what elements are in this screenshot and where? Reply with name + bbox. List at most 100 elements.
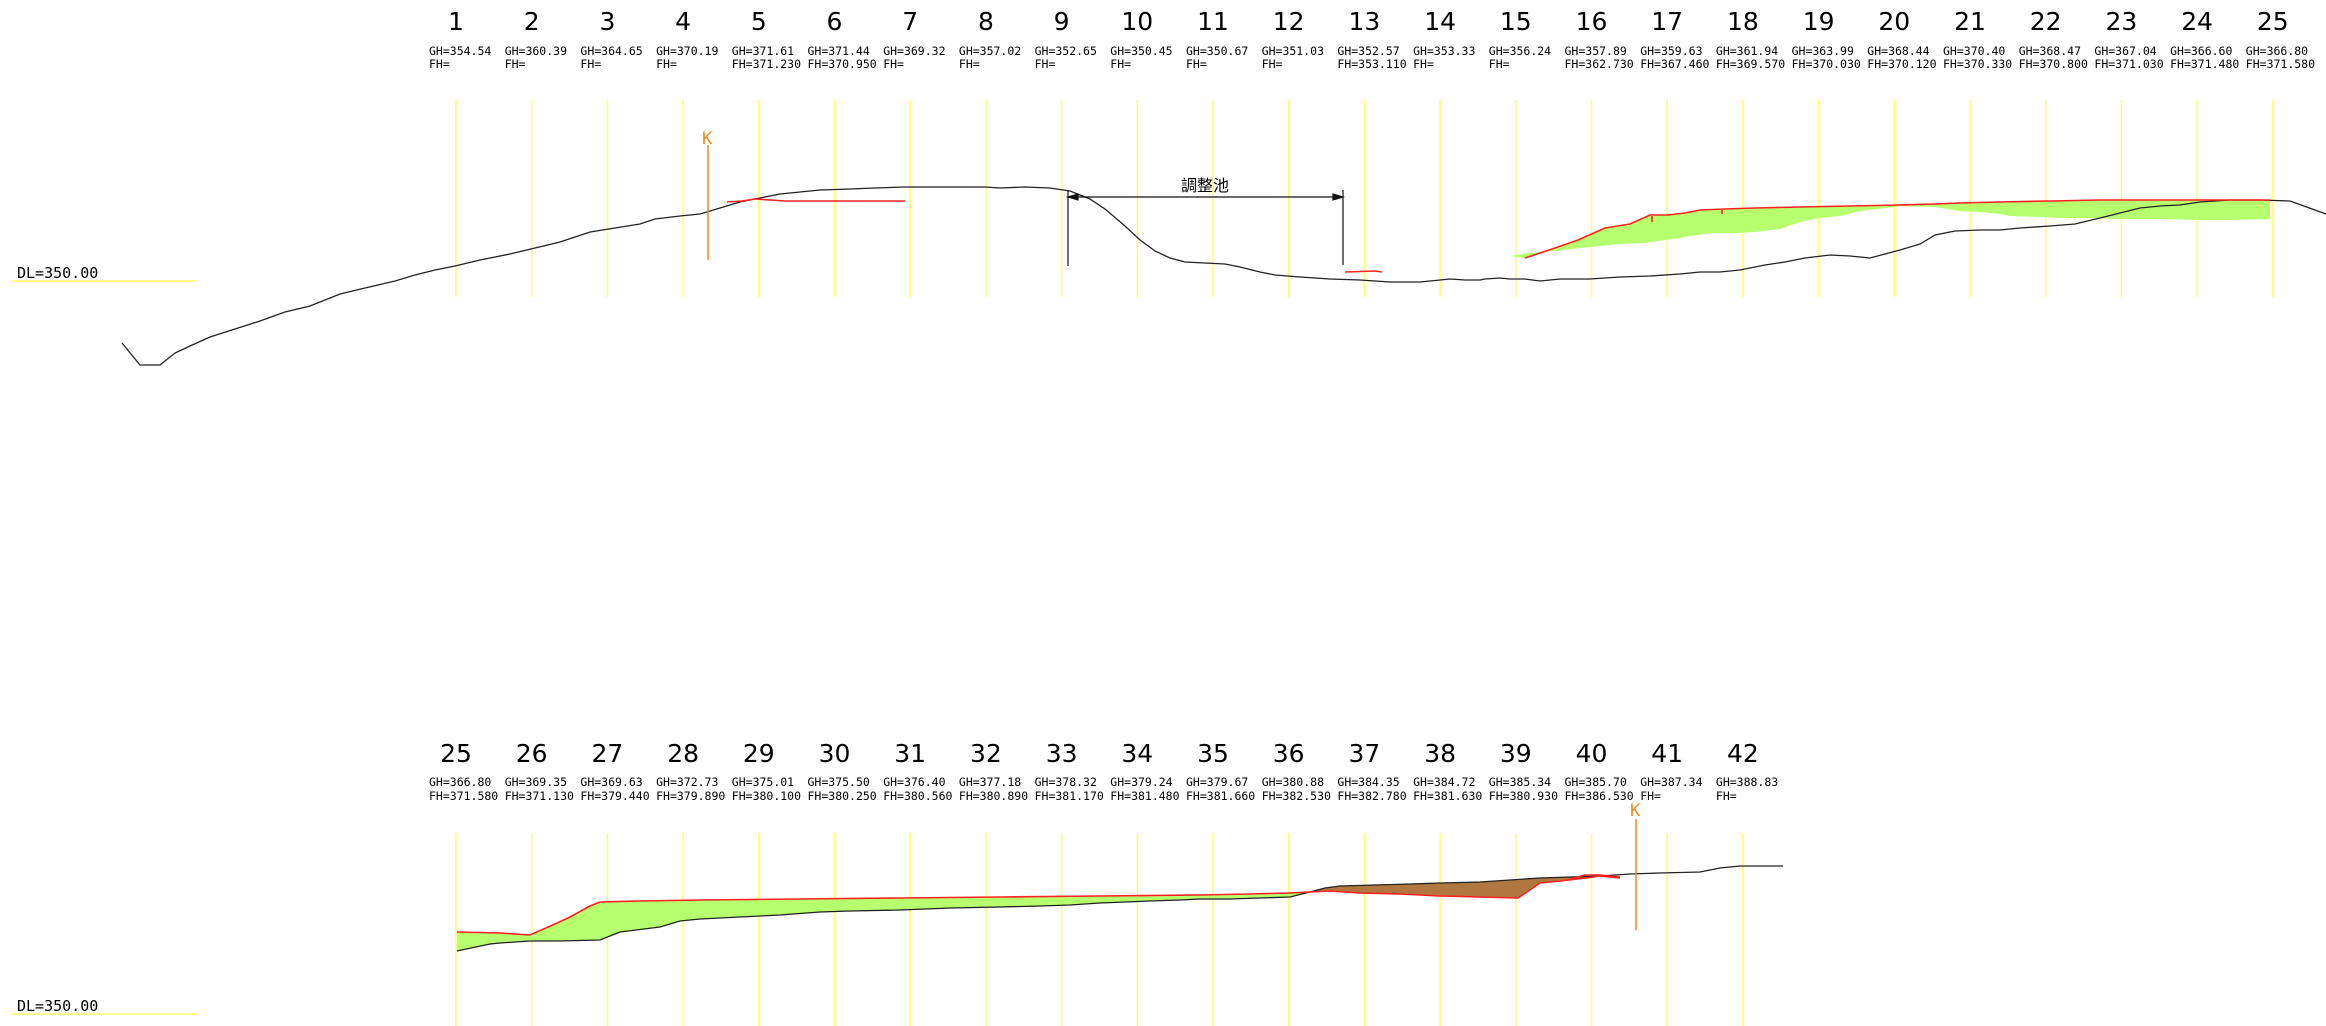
formation-height-label: FH=381.170	[1035, 789, 1104, 803]
station-number: 21	[1954, 7, 1986, 36]
formation-height-label: FH=381.660	[1186, 789, 1255, 803]
ground-height-label: GH=361.94	[1716, 44, 1778, 58]
station-number: 33	[1046, 739, 1078, 768]
formation-height-label: FH=	[1716, 789, 1737, 803]
station-number: 13	[1348, 7, 1380, 36]
ground-height-label: GH=375.50	[808, 775, 870, 789]
formation-height-label: FH=371.230	[732, 57, 801, 71]
ground-height-label: GH=384.35	[1337, 775, 1399, 789]
station-number: 17	[1651, 7, 1683, 36]
ground-height-label: GH=368.44	[1867, 44, 1929, 58]
ground-height-label: GH=369.35	[505, 775, 567, 789]
station-number: 34	[1121, 739, 1153, 768]
formation-height-label: FH=380.890	[959, 789, 1028, 803]
station-number: 37	[1348, 739, 1380, 768]
formation-height-label: FH=370.330	[1943, 57, 2012, 71]
formation-height-label: FH=	[1035, 57, 1056, 71]
ground-height-label: GH=384.72	[1413, 775, 1475, 789]
ground-height-label: GH=360.39	[505, 44, 567, 58]
ground-height-label: GH=370.19	[656, 44, 718, 58]
k-marker-label-upper: K	[702, 129, 713, 149]
ground-height-label: GH=366.80	[429, 775, 491, 789]
ground-height-label: GH=350.45	[1110, 44, 1172, 58]
station-number: 14	[1424, 7, 1456, 36]
station-number: 32	[970, 739, 1002, 768]
ground-height-label: GH=367.04	[2094, 44, 2156, 58]
ground-height-label: GH=368.47	[2019, 44, 2081, 58]
station-number: 26	[516, 739, 548, 768]
formation-height-label: FH=362.730	[1565, 57, 1634, 71]
formation-height-label: FH=380.930	[1489, 789, 1558, 803]
ground-height-label: GH=352.65	[1035, 44, 1097, 58]
design-line-upper	[726, 198, 2270, 273]
ground-height-label: GH=352.57	[1337, 44, 1399, 58]
ground-height-label: GH=385.34	[1489, 775, 1551, 789]
ground-height-label: GH=369.32	[883, 44, 945, 58]
ground-height-label: GH=372.73	[656, 775, 718, 789]
station-number: 15	[1500, 7, 1532, 36]
formation-height-label: FH=	[1186, 57, 1207, 71]
formation-height-label: FH=370.950	[808, 57, 877, 71]
datum-label-upper: DL=350.00	[17, 264, 98, 282]
ground-height-label: GH=351.03	[1262, 44, 1324, 58]
formation-height-label: FH=379.890	[656, 789, 725, 803]
formation-height-label: FH=	[1640, 789, 1661, 803]
ground-height-label: GH=380.88	[1262, 775, 1324, 789]
formation-height-label: FH=381.480	[1110, 789, 1179, 803]
ground-height-label: GH=363.99	[1792, 44, 1854, 58]
upper-station-lines: 1GH=354.54FH=2GH=360.39FH=3GH=364.65FH=4…	[429, 7, 2315, 297]
station-number: 40	[1576, 739, 1608, 768]
formation-height-label: FH=370.120	[1867, 57, 1936, 71]
ground-height-label: GH=356.24	[1489, 44, 1551, 58]
station-number: 9	[1054, 7, 1070, 36]
formation-height-label: FH=380.250	[808, 789, 877, 803]
ground-height-label: GH=350.67	[1186, 44, 1248, 58]
station-number: 27	[591, 739, 623, 768]
formation-height-label: FH=	[883, 57, 904, 71]
formation-height-label: FH=371.580	[429, 789, 498, 803]
station-number: 42	[1727, 739, 1759, 768]
station-number: 28	[667, 739, 699, 768]
station-number: 36	[1273, 739, 1305, 768]
formation-height-label: FH=382.780	[1337, 789, 1406, 803]
formation-height-label: FH=382.530	[1262, 789, 1331, 803]
ground-height-label: GH=369.63	[580, 775, 642, 789]
ground-height-label: GH=371.61	[732, 44, 794, 58]
station-number: 6	[827, 7, 843, 36]
station-number: 38	[1424, 739, 1456, 768]
station-number: 29	[743, 739, 775, 768]
station-number: 35	[1197, 739, 1229, 768]
fill-area-lower	[457, 892, 1310, 951]
station-number: 19	[1803, 7, 1835, 36]
ground-height-label: GH=357.89	[1565, 44, 1627, 58]
station-number: 41	[1651, 739, 1683, 768]
ground-height-label: GH=385.70	[1565, 775, 1627, 789]
formation-height-label: FH=371.580	[2246, 57, 2315, 71]
ground-height-label: GH=371.44	[808, 44, 870, 58]
formation-height-label: FH=380.100	[732, 789, 801, 803]
station-number: 3	[599, 7, 615, 36]
ground-height-label: GH=388.83	[1716, 775, 1778, 789]
formation-height-label: FH=369.570	[1716, 57, 1785, 71]
